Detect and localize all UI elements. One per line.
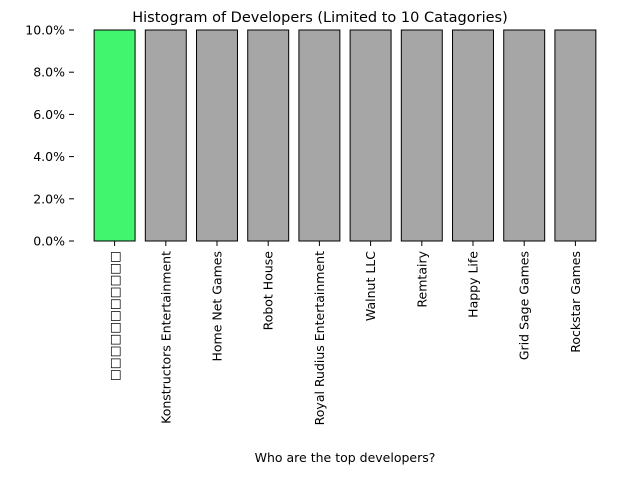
x-tick-label: Home Net Games	[210, 251, 225, 362]
bar	[554, 29, 597, 242]
bar	[144, 29, 187, 242]
x-tick-label: Konstructors Entertainment	[158, 251, 173, 424]
bar	[452, 29, 494, 242]
x-tick-label: Remtairy	[414, 250, 429, 307]
x-tick-label: Rockstar Games	[568, 251, 583, 353]
bar	[298, 29, 341, 242]
chart-title: Histogram of Developers (Limited to 10 C…	[132, 10, 508, 26]
bar	[503, 29, 546, 242]
x-tick-label: Happy Life	[466, 251, 481, 318]
bar	[400, 29, 443, 242]
y-tick-label: 4.0%	[33, 149, 65, 164]
x-tick-label: Walnut LLC	[363, 251, 378, 321]
x-tick-label: Royal Rudius Entertainment	[312, 251, 327, 425]
x-tick-label: □□□□□□□□□□□	[107, 251, 122, 381]
x-axis: □□□□□□□□□□□ Konstructors Entertainment Hom…	[107, 241, 583, 425]
y-tick-label: 6.0%	[33, 107, 65, 122]
bar	[196, 29, 238, 242]
bar	[93, 29, 136, 242]
y-tick-label: 0.0%	[33, 234, 65, 249]
y-tick-label: 10.0%	[25, 23, 65, 38]
y-axis: 0.0% 2.0% 4.0% 6.0% 8.0% 10.0%	[25, 23, 74, 249]
y-tick-label: 8.0%	[33, 65, 65, 80]
x-axis-label: Who are the top developers?	[255, 450, 436, 465]
bars-group	[93, 29, 597, 242]
bar	[247, 29, 290, 242]
y-tick-label: 2.0%	[33, 191, 65, 206]
x-tick-label: Grid Sage Games	[517, 251, 532, 360]
bar	[349, 29, 392, 242]
x-tick-label: Robot House	[261, 251, 276, 331]
